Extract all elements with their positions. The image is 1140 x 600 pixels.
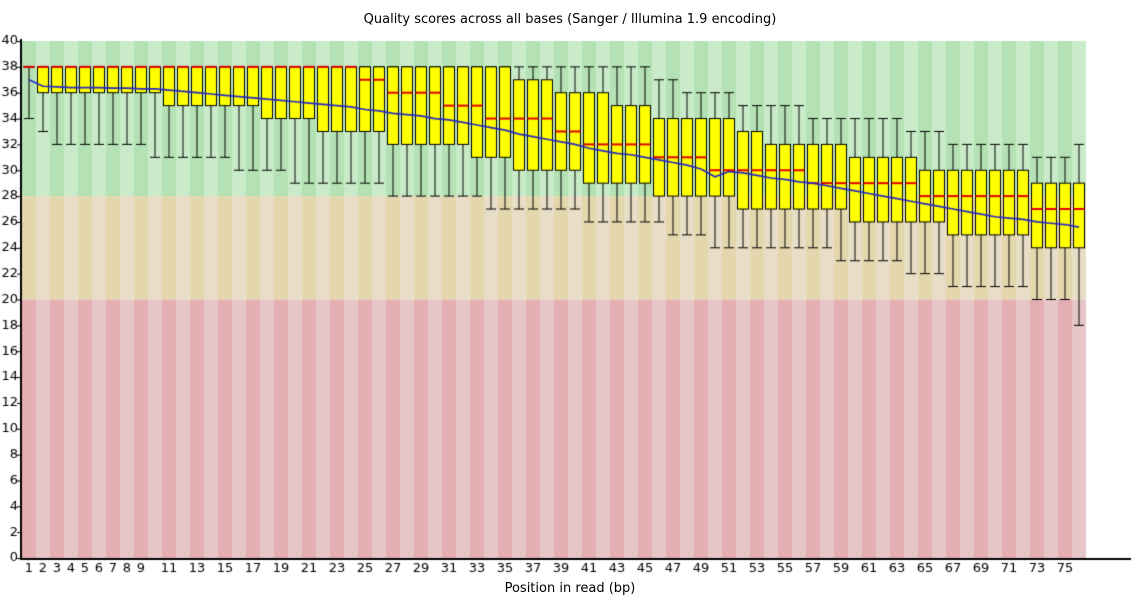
x-axis-title: Position in read (bp)	[504, 581, 636, 596]
chart-title: Quality scores across all bases (Sanger …	[363, 12, 777, 27]
